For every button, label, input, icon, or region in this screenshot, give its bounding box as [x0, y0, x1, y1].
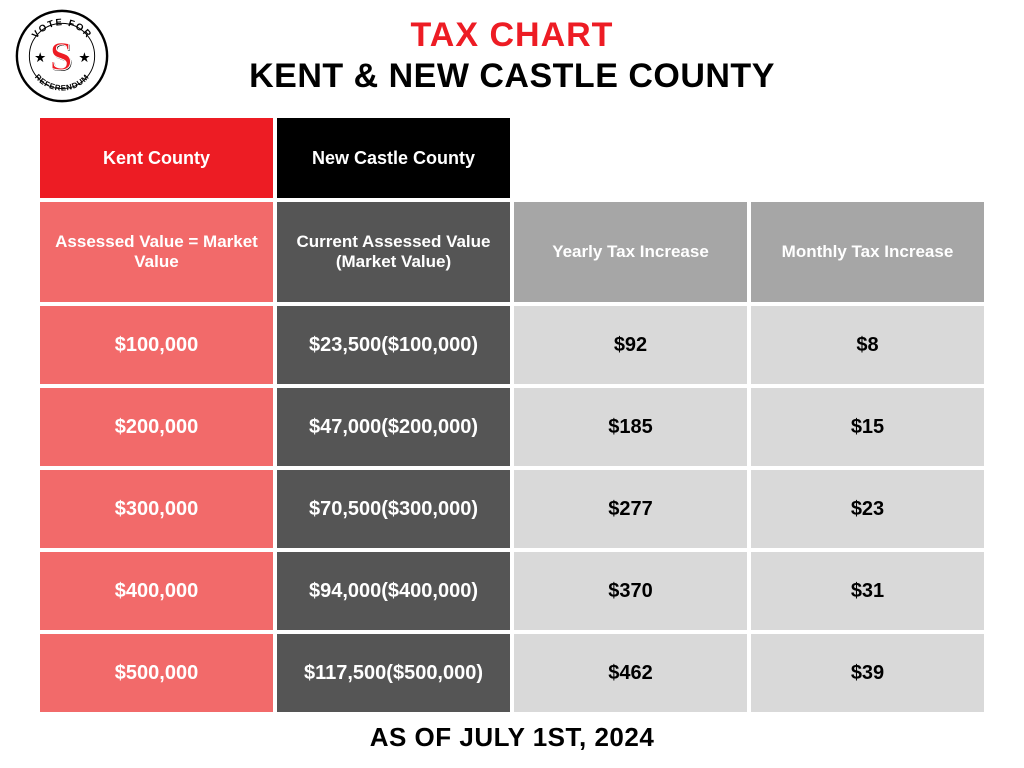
col-current-assessed: Current Assessed Value (Market Value)	[277, 202, 510, 302]
cell-kent: $400,000	[40, 552, 273, 630]
svg-text:★: ★	[78, 50, 90, 65]
table-row: $200,000 $47,000($200,000) $185 $15	[40, 388, 984, 466]
tax-table: Kent County New Castle County Assessed V…	[36, 114, 988, 716]
table-row: $400,000 $94,000($400,000) $370 $31	[40, 552, 984, 630]
col-assessed-value: Assessed Value = Market Value	[40, 202, 273, 302]
cell-kent: $500,000	[40, 634, 273, 712]
cell-ncc: $94,000($400,000)	[277, 552, 510, 630]
cell-ncc: $117,500($500,000)	[277, 634, 510, 712]
cell-yearly: $462	[514, 634, 747, 712]
table-row: $500,000 $117,500($500,000) $462 $39	[40, 634, 984, 712]
cell-kent: $200,000	[40, 388, 273, 466]
cell-monthly: $15	[751, 388, 984, 466]
header-blank	[514, 118, 747, 198]
header-blank	[751, 118, 984, 198]
table-row: $300,000 $70,500($300,000) $277 $23	[40, 470, 984, 548]
cell-monthly: $31	[751, 552, 984, 630]
table-row: $100,000 $23,500($100,000) $92 $8	[40, 306, 984, 384]
header-new-castle-county: New Castle County	[277, 118, 510, 198]
cell-monthly: $39	[751, 634, 984, 712]
cell-monthly: $8	[751, 306, 984, 384]
vote-logo: VOTE FOR REFERENDUM ★ ★ S S	[14, 8, 110, 104]
cell-monthly: $23	[751, 470, 984, 548]
table-header-row-1: Kent County New Castle County	[40, 118, 984, 198]
page-header: TAX CHART KENT & NEW CASTLE COUNTY	[0, 0, 1024, 96]
svg-text:S: S	[50, 33, 72, 78]
cell-ncc: $47,000($200,000)	[277, 388, 510, 466]
cell-ncc: $23,500($100,000)	[277, 306, 510, 384]
footer-date: AS OF JULY 1ST, 2024	[0, 722, 1024, 753]
table-header-row-2: Assessed Value = Market Value Current As…	[40, 202, 984, 302]
title-secondary: KENT & NEW CASTLE COUNTY	[0, 57, 1024, 96]
cell-yearly: $92	[514, 306, 747, 384]
col-yearly-increase: Yearly Tax Increase	[514, 202, 747, 302]
svg-text:★: ★	[34, 50, 46, 65]
cell-kent: $300,000	[40, 470, 273, 548]
col-monthly-increase: Monthly Tax Increase	[751, 202, 984, 302]
title-primary: TAX CHART	[0, 16, 1024, 55]
cell-ncc: $70,500($300,000)	[277, 470, 510, 548]
cell-yearly: $370	[514, 552, 747, 630]
cell-yearly: $185	[514, 388, 747, 466]
cell-kent: $100,000	[40, 306, 273, 384]
header-kent-county: Kent County	[40, 118, 273, 198]
cell-yearly: $277	[514, 470, 747, 548]
